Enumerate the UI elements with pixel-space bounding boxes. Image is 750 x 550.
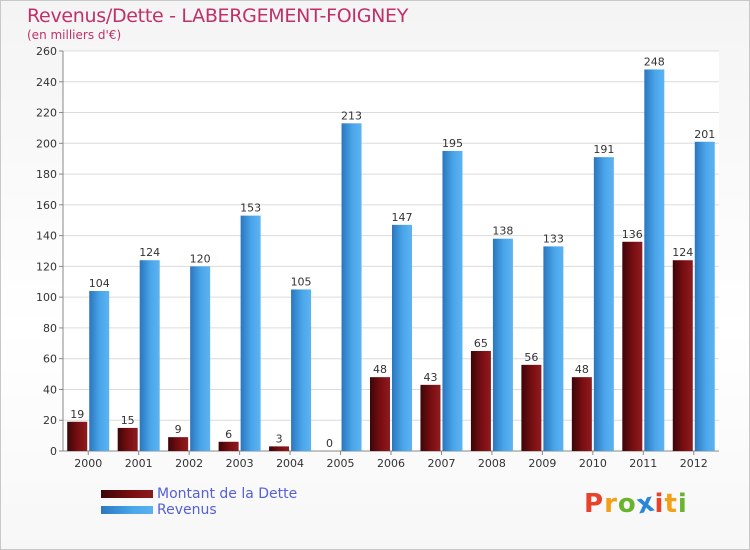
bar-dette-2010: [571, 377, 592, 451]
data-label-revenus-2011: 248: [644, 55, 665, 68]
y-tick-label-200: 200: [36, 137, 57, 150]
legend-swatch-dette: [101, 490, 153, 498]
bar-dette-2012: [672, 260, 693, 451]
x-tick-label-2009: 2009: [528, 457, 556, 470]
bar-dette-2008: [470, 351, 491, 451]
x-tick-label-2005: 2005: [327, 457, 355, 470]
bar-dette-2003: [218, 441, 239, 451]
legend-swatch-revenus: [101, 506, 153, 514]
bar-revenus-2012: [694, 141, 715, 451]
logo-letter: i: [654, 489, 665, 519]
y-tick-label-60: 60: [43, 353, 57, 366]
x-tick-label-2012: 2012: [680, 457, 708, 470]
data-label-revenus-2010: 191: [593, 143, 614, 156]
proxiti-logo: Proxiti: [584, 487, 688, 520]
data-label-revenus-2003: 153: [240, 202, 261, 215]
data-label-revenus-2000: 104: [89, 277, 110, 290]
data-label-revenus-2008: 138: [492, 225, 513, 238]
data-label-dette-2001: 15: [121, 414, 135, 427]
data-label-revenus-2006: 147: [392, 211, 413, 224]
bar-revenus-2010: [593, 157, 614, 451]
data-label-dette-2008: 65: [474, 337, 488, 350]
bar-dette-2001: [117, 427, 138, 451]
y-tick-label-20: 20: [43, 414, 57, 427]
y-tick-label-160: 160: [36, 199, 57, 212]
data-label-dette-2009: 56: [524, 351, 538, 364]
data-label-dette-2011: 136: [622, 228, 643, 241]
x-tick-label-2006: 2006: [377, 457, 405, 470]
y-tick-label-260: 260: [36, 45, 57, 58]
data-label-revenus-2012: 201: [694, 128, 715, 141]
bar-revenus-2008: [492, 238, 513, 451]
data-label-dette-2012: 124: [672, 246, 693, 259]
chart-subtitle: (en milliers d'€): [27, 28, 122, 42]
bar-revenus-2004: [291, 289, 312, 451]
logo-letter: r: [604, 489, 618, 519]
plot-area: [63, 51, 719, 451]
y-tick-label-40: 40: [43, 383, 57, 396]
data-label-revenus-2005: 213: [341, 109, 362, 122]
bar-dette-2000: [67, 421, 88, 451]
x-tick-label-2004: 2004: [276, 457, 304, 470]
y-tick-label-140: 140: [36, 230, 57, 243]
logo-letter: o: [617, 489, 637, 519]
x-tick-label-2007: 2007: [427, 457, 455, 470]
y-tick-label-100: 100: [36, 291, 57, 304]
data-label-dette-2000: 19: [70, 408, 84, 421]
x-tick-label-2002: 2002: [175, 457, 203, 470]
y-tick-label-180: 180: [36, 168, 57, 181]
bar-revenus-2002: [190, 266, 211, 451]
x-tick-label-2011: 2011: [629, 457, 657, 470]
data-label-dette-2005: 0: [326, 437, 333, 450]
bar-revenus-2011: [644, 69, 665, 451]
y-tick-label-0: 0: [50, 445, 57, 458]
y-tick-label-80: 80: [43, 322, 57, 335]
legend-label-revenus: Revenus: [157, 502, 217, 518]
bar-dette-2002: [168, 437, 189, 451]
bar-dette-2007: [420, 384, 441, 451]
data-label-revenus-2007: 195: [442, 137, 463, 150]
x-tick-label-2010: 2010: [579, 457, 607, 470]
bar-revenus-2003: [240, 215, 261, 451]
data-label-dette-2007: 43: [423, 371, 437, 384]
logo-letter: t: [664, 489, 678, 519]
chart-title: Revenus/Dette - LABERGEMENT-FOIGNEY: [27, 5, 409, 27]
x-tick-label-2001: 2001: [125, 457, 153, 470]
bar-revenus-2009: [543, 246, 564, 451]
data-label-revenus-2001: 124: [139, 246, 160, 259]
data-label-dette-2003: 6: [225, 428, 232, 441]
bar-revenus-2006: [392, 224, 412, 451]
logo-letter: P: [584, 489, 605, 519]
x-tick-label-2003: 2003: [226, 457, 254, 470]
x-tick-label-2008: 2008: [478, 457, 506, 470]
bar-dette-2011: [622, 241, 643, 451]
data-label-revenus-2002: 120: [190, 252, 211, 265]
bar-revenus-2000: [89, 291, 110, 451]
data-label-revenus-2004: 105: [291, 275, 312, 288]
data-label-dette-2010: 48: [575, 363, 589, 376]
data-label-dette-2002: 9: [175, 423, 182, 436]
y-tick-label-240: 240: [36, 76, 57, 89]
legend-label-dette: Montant de la Dette: [157, 486, 298, 502]
bar-dette-2006: [370, 377, 390, 451]
bar-dette-2009: [521, 364, 542, 451]
bar-revenus-2005: [341, 123, 362, 452]
y-tick-label-220: 220: [36, 107, 57, 120]
data-label-dette-2004: 3: [276, 432, 283, 445]
bar-revenus-2007: [442, 151, 463, 451]
y-tick-label-120: 120: [36, 260, 57, 273]
data-label-dette-2006: 48: [373, 363, 387, 376]
x-tick-label-2000: 2000: [74, 457, 102, 470]
logo-letter: i: [677, 489, 688, 519]
bar-revenus-2001: [139, 260, 160, 451]
bar-dette-2004: [269, 446, 290, 451]
data-label-revenus-2009: 133: [543, 232, 564, 245]
